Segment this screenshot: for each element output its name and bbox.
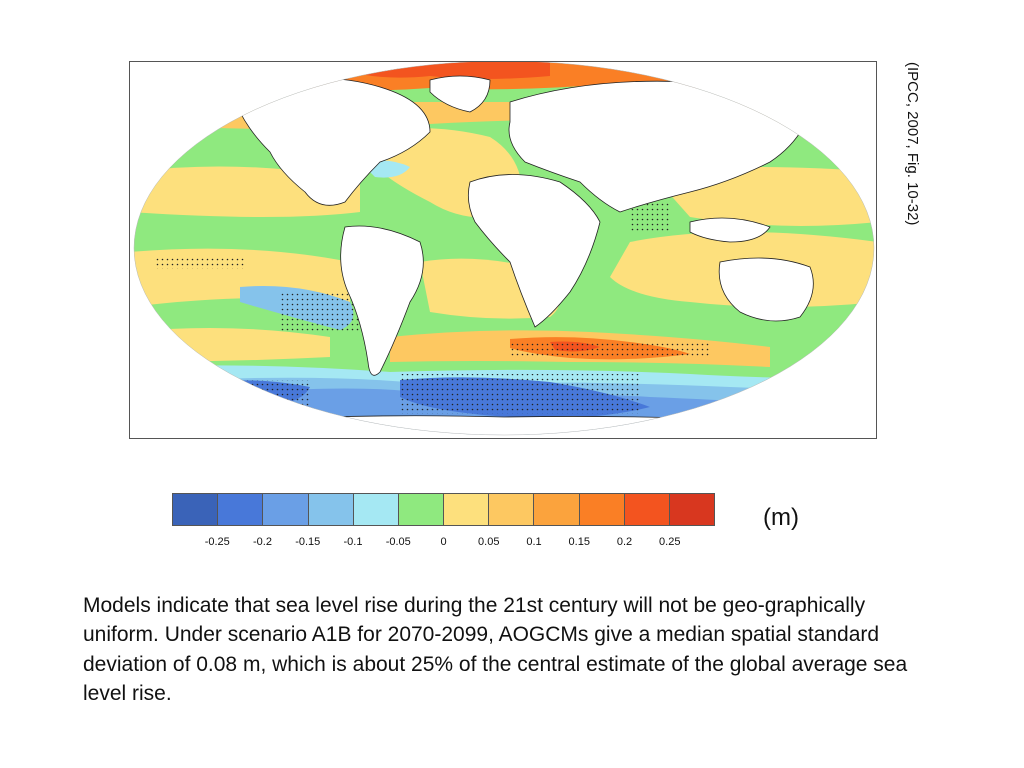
colorbar-tick-label: -0.25	[204, 536, 230, 548]
sea-level-map-graphic	[133, 62, 875, 436]
colorbar-tick-label: 0.1	[526, 536, 542, 548]
colorbar-tick-label: -0.15	[295, 536, 321, 548]
australia	[718, 257, 814, 322]
colorbar-swatch-9	[579, 494, 625, 525]
stipple-southern-rise	[510, 342, 710, 356]
colorbar-swatch-8	[534, 494, 580, 525]
colorbar-swatch-4	[353, 494, 399, 525]
colorbar-swatch-11	[669, 494, 715, 525]
antarctica	[134, 415, 874, 435]
colorbar-tick-label: 0.15	[568, 536, 590, 548]
band-south-pacific-rise	[134, 328, 330, 362]
colorbar	[172, 493, 715, 526]
colorbar-tick-label: 0.05	[478, 536, 500, 548]
stipple-southern-pacific	[220, 380, 310, 410]
colorbar-tick-label: 0.2	[616, 536, 633, 548]
colorbar-tick-label: -0.05	[385, 536, 411, 548]
stipple-southern-atlantic	[400, 374, 640, 414]
colorbar-tick-label: 0.25	[659, 536, 681, 548]
globe-outline	[133, 62, 875, 436]
stipple-south-pacific	[280, 292, 360, 332]
colorbar-tick-label: -0.1	[343, 536, 363, 548]
caption: Models indicate that sea level rise duri…	[83, 594, 908, 706]
colorbar-swatch-3	[308, 494, 354, 525]
indonesia	[689, 217, 771, 243]
colorbar-swatch-2	[263, 494, 309, 525]
stipple-pacific	[155, 257, 245, 269]
colorbar-swatch-1	[218, 494, 264, 525]
colorbar-swatch-7	[489, 494, 535, 525]
colorbar-swatch-10	[624, 494, 670, 525]
unit-label: (m)	[763, 504, 799, 531]
north-america	[239, 77, 431, 206]
colorbar-tick-label: 0	[440, 536, 447, 548]
colorbar-swatch-0	[173, 494, 219, 525]
south-america	[340, 225, 424, 376]
greenland	[429, 75, 491, 113]
africa	[467, 174, 601, 328]
colorbar-swatch-6	[444, 494, 490, 525]
colorbar-swatch-5	[398, 494, 445, 525]
ocean-field	[134, 62, 874, 435]
colorbar-tick-label: -0.2	[253, 536, 272, 548]
sea-level-map	[129, 61, 877, 439]
citation: (IPCC, 2007, Fig. 10-32)	[904, 62, 921, 226]
